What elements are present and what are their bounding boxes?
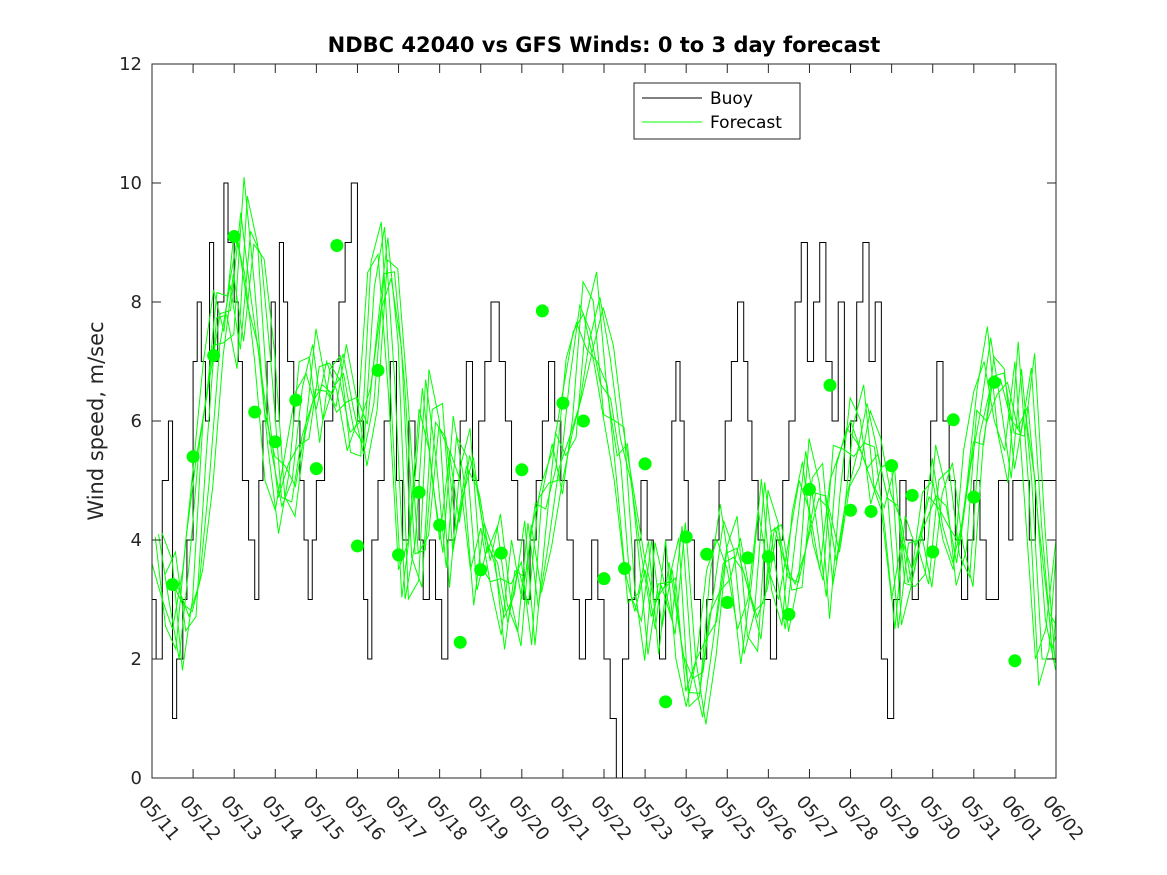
series-forecast-trace xyxy=(164,196,1056,708)
forecast-marker xyxy=(186,450,200,464)
x-tick-label: 05/17 xyxy=(381,792,430,845)
x-tick-label: 05/31 xyxy=(956,792,1005,845)
forecast-marker xyxy=(926,545,940,559)
forecast-marker xyxy=(535,304,549,318)
x-tick-label: 05/20 xyxy=(504,792,553,845)
y-tick-label: 6 xyxy=(131,411,142,432)
y-tick-label: 12 xyxy=(119,54,142,75)
forecast-marker xyxy=(309,462,323,476)
y-axis: 0 2 4 6 8 10 12 xyxy=(119,54,1056,789)
forecast-marker xyxy=(227,230,241,244)
forecast-marker xyxy=(1008,654,1022,668)
forecast-marker xyxy=(967,490,981,504)
forecast-marker xyxy=(350,539,364,553)
forecast-marker xyxy=(453,635,467,649)
x-tick-label: 05/27 xyxy=(792,792,841,845)
forecast-marker xyxy=(761,550,775,564)
series-forecast-trace xyxy=(168,230,1056,718)
x-tick-label: 06/01 xyxy=(997,792,1046,845)
forecast-marker xyxy=(741,551,755,565)
forecast-marker xyxy=(207,349,221,363)
x-tick-label: 05/22 xyxy=(586,792,635,845)
forecast-marker xyxy=(905,488,919,502)
forecast-marker xyxy=(494,546,508,560)
forecast-marker xyxy=(638,457,652,471)
series-forecast-trace xyxy=(171,242,1056,725)
series-buoy xyxy=(152,182,1056,778)
forecast-marker xyxy=(248,405,262,419)
forecast-marker xyxy=(823,378,837,392)
forecast-marker xyxy=(802,482,816,496)
x-tick-label: 05/29 xyxy=(874,792,923,845)
forecast-marker xyxy=(371,363,385,377)
y-axis-label: Wind speed, m/sec xyxy=(84,321,108,520)
forecast-marker xyxy=(392,548,406,562)
forecast-marker xyxy=(474,563,488,577)
x-tick-label: 05/15 xyxy=(299,792,348,845)
y-tick-label: 2 xyxy=(131,649,142,670)
x-tick-label: 05/14 xyxy=(257,792,306,845)
forecast-marker xyxy=(289,393,303,407)
x-tick-label: 05/26 xyxy=(751,792,800,845)
x-tick-label: 06/02 xyxy=(1038,792,1087,845)
forecast-marker xyxy=(844,503,858,517)
y-tick-label: 10 xyxy=(119,173,142,194)
forecast-marker xyxy=(412,485,426,499)
forecast-marker xyxy=(330,238,344,252)
forecast-marker xyxy=(720,595,734,609)
forecast-marker xyxy=(679,530,693,544)
x-axis: 05/1105/1205/1305/1405/1505/1605/1705/18… xyxy=(134,64,1088,845)
x-tick-label: 05/19 xyxy=(463,792,512,845)
series-layer xyxy=(152,177,1056,778)
x-tick-label: 05/30 xyxy=(915,792,964,845)
chart-title: NDBC 42040 vs GFS Winds: 0 to 3 day fore… xyxy=(328,33,881,57)
forecast-marker xyxy=(987,375,1001,389)
forecast-marker xyxy=(597,572,611,586)
series-forecast-trace xyxy=(158,212,1056,680)
forecast-marker xyxy=(166,578,180,592)
forecast-marker xyxy=(946,413,960,427)
legend-label-forecast: Forecast xyxy=(710,113,782,133)
legend-label-buoy: Buoy xyxy=(710,89,753,109)
forecast-marker xyxy=(618,562,632,576)
forecast-marker xyxy=(576,414,590,428)
forecast-marker xyxy=(268,435,282,449)
forecast-marker xyxy=(700,547,714,561)
forecast-marker xyxy=(782,607,796,621)
forecast-marker xyxy=(433,518,447,532)
x-tick-label: 05/16 xyxy=(340,792,389,845)
x-tick-label: 05/23 xyxy=(627,792,676,845)
series-forecast-trace xyxy=(154,221,1056,694)
forecast-marker xyxy=(556,396,570,410)
x-tick-label: 05/24 xyxy=(668,792,717,845)
series-forecast-trace xyxy=(152,230,1056,707)
forecast-marker xyxy=(659,695,673,709)
marker-layer xyxy=(166,230,1022,709)
x-tick-label: 05/21 xyxy=(545,792,594,845)
x-tick-label: 05/13 xyxy=(216,792,265,845)
y-tick-label: 0 xyxy=(131,768,142,789)
x-tick-label: 05/25 xyxy=(709,792,758,845)
forecast-marker xyxy=(885,459,899,473)
x-tick-label: 05/18 xyxy=(422,792,471,845)
x-tick-label: 05/11 xyxy=(134,792,183,845)
y-tick-label: 4 xyxy=(131,530,142,551)
legend-box xyxy=(633,82,801,140)
legend: Buoy Forecast xyxy=(633,82,801,140)
x-tick-label: 05/28 xyxy=(833,792,882,845)
y-tick-label: 8 xyxy=(131,292,142,313)
x-tick-label: 05/12 xyxy=(175,792,224,845)
forecast-marker xyxy=(864,504,878,518)
forecast-marker xyxy=(515,463,529,477)
